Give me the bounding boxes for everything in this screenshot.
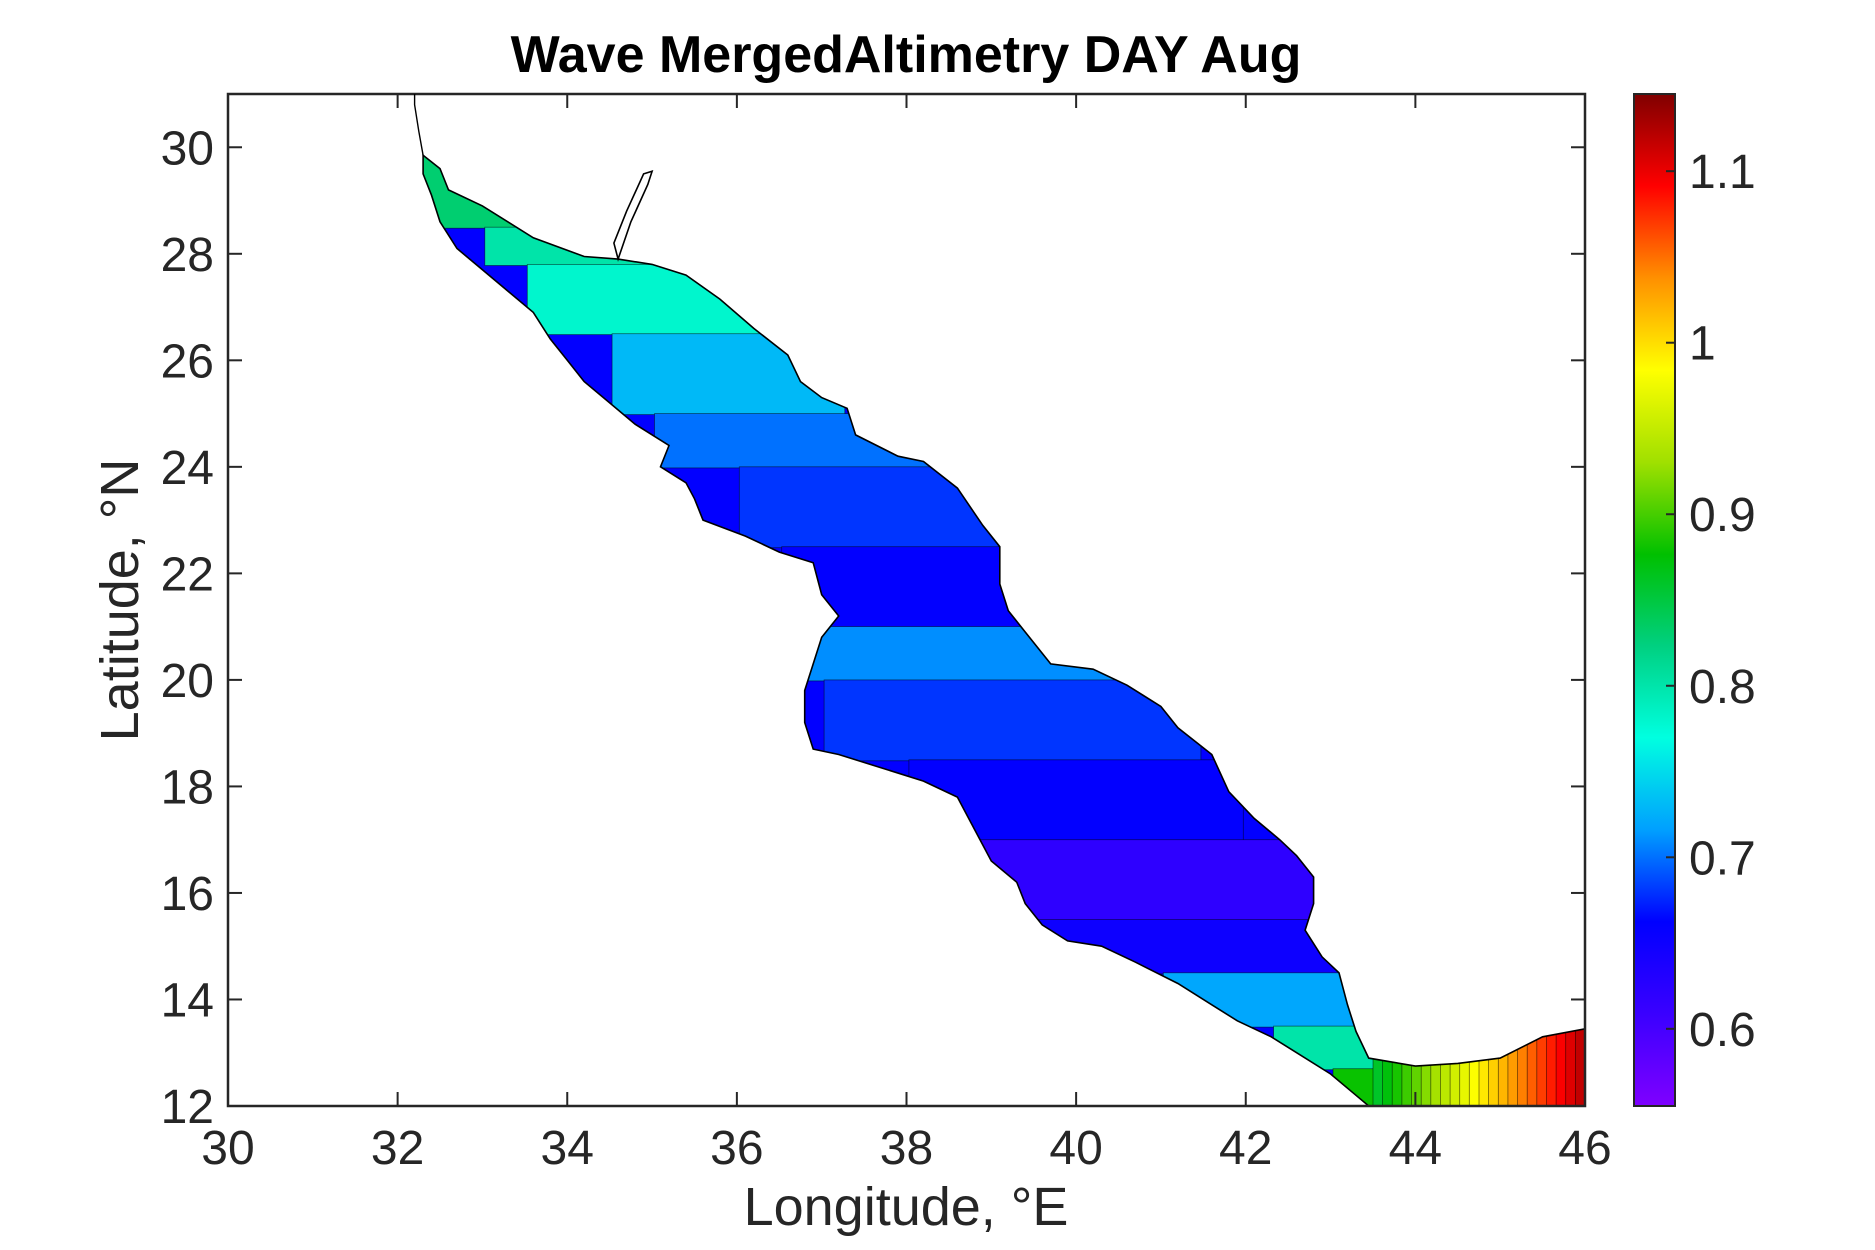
y-tick-label: 30	[161, 122, 214, 175]
x-tick-label: 36	[710, 1122, 763, 1175]
y-tick-label: 14	[161, 974, 214, 1027]
x-tick-label: 32	[371, 1122, 424, 1175]
x-axis-title: Longitude, °E	[744, 1177, 1069, 1237]
gulf-of-aden-band	[1565, 1025, 1577, 1107]
colorbar-tick-label: 1.1	[1689, 146, 1756, 199]
colorbar-tick-label: 1	[1689, 318, 1716, 371]
y-tick-label: 22	[161, 548, 214, 601]
x-tick-label: 42	[1219, 1122, 1272, 1175]
gulf-of-aden-band	[1546, 1025, 1557, 1107]
plot-area: 30 32 34 36 38 40 42 44 46 12 14 16 18 20 22 24 26 28 30	[161, 92, 1612, 1175]
colorbar-ticks: 0.6 0.7 0.8 0.9 1 1.1	[1666, 146, 1756, 1057]
x-tick-label: 30	[201, 1122, 254, 1175]
colorbar-tick-label: 0.9	[1689, 489, 1756, 542]
sea-region	[823, 679, 1202, 762]
y-tick-label: 28	[161, 229, 214, 282]
y-tick-label: 24	[161, 442, 214, 495]
y-tick-label: 20	[161, 655, 214, 708]
suez-canal-outline	[413, 94, 424, 156]
y-tick-label: 18	[161, 761, 214, 814]
x-tick-label: 40	[1049, 1122, 1102, 1175]
x-axis: 30 32 34 36 38 40 42 44 46	[201, 94, 1612, 1175]
colorbar-tick-label: 0.8	[1689, 661, 1756, 714]
y-tick-label: 16	[161, 868, 214, 921]
y-tick-label: 26	[161, 335, 214, 388]
gulf-of-aden-band	[1555, 1025, 1567, 1107]
y-axis-title: Latitude, °N	[90, 459, 150, 742]
colorbar-tick-label: 0.7	[1689, 832, 1756, 885]
colorbar: 0.6 0.7 0.8 0.9 1 1.1	[1633, 93, 1756, 1107]
colorbar-bar	[1633, 93, 1676, 1107]
gulf-of-aqaba-outline	[613, 169, 654, 262]
x-tick-label: 46	[1558, 1122, 1611, 1175]
colorbar-tick-label: 0.6	[1689, 1004, 1756, 1057]
y-tick-label: 12	[161, 1081, 214, 1134]
x-tick-label: 38	[880, 1122, 933, 1175]
x-tick-label: 34	[541, 1122, 594, 1175]
x-tick-label: 44	[1389, 1122, 1442, 1175]
chart-title: Wave MergedAltimetry DAY Aug	[511, 26, 1302, 84]
y-axis: 12 14 16 18 20 22 24 26 28 30	[161, 122, 1585, 1134]
